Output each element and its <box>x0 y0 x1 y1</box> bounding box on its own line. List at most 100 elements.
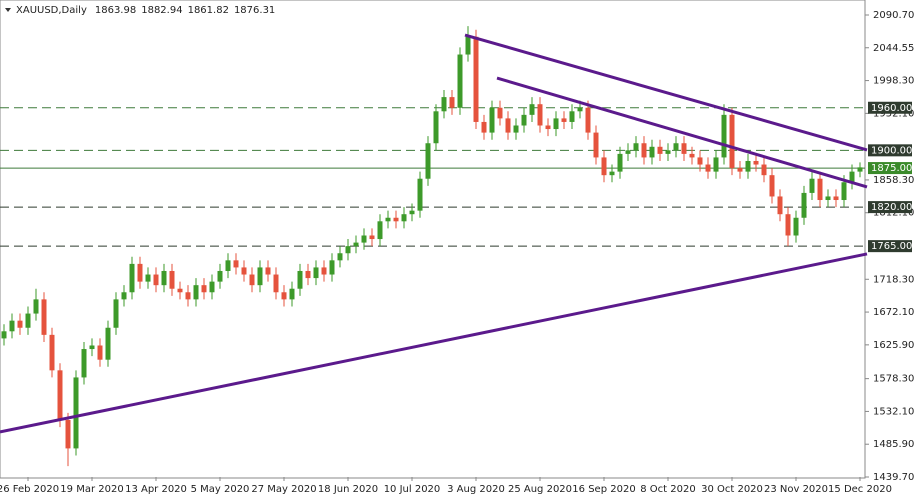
candle-body <box>369 235 375 240</box>
candle-body <box>385 217 391 222</box>
candle-body <box>25 313 31 328</box>
level-label: 1900.00 <box>871 145 912 156</box>
level-label: 1875.00 <box>871 163 912 174</box>
candle-body <box>137 263 143 282</box>
plot-frame <box>0 0 866 479</box>
candle-body <box>481 121 487 133</box>
level-box <box>868 240 912 253</box>
candle-body <box>105 327 111 360</box>
candle-body <box>617 153 623 172</box>
candle-body <box>665 150 671 154</box>
trendline <box>464 33 868 152</box>
candle-body <box>241 267 247 275</box>
y-tick-label: 2090.70 <box>873 10 914 21</box>
level-box <box>868 162 912 175</box>
candle-body <box>73 377 79 449</box>
candle-body <box>313 267 319 279</box>
x-tick-label: 25 Aug 2020 <box>508 484 572 495</box>
candle-body <box>17 320 23 328</box>
candle-body <box>721 114 727 158</box>
candle-body <box>225 260 231 271</box>
candle-body <box>689 153 695 158</box>
candle-body <box>561 118 567 122</box>
candle-body <box>89 345 95 350</box>
candle-body <box>809 178 815 193</box>
x-tick-label: 27 May 2020 <box>251 484 316 495</box>
candle-body <box>817 178 823 201</box>
candle-body <box>393 217 399 222</box>
candle-body <box>289 288 295 300</box>
candle-body <box>273 274 279 293</box>
candle-body <box>97 345 103 360</box>
y-tick-label: 1718.30 <box>873 274 914 285</box>
candle-body <box>425 143 431 179</box>
candle-body <box>545 125 551 130</box>
candle-body <box>737 168 743 172</box>
x-tick-label: 3 Aug 2020 <box>447 484 505 495</box>
y-tick-label: 1578.30 <box>873 374 914 385</box>
candle-body <box>505 118 511 133</box>
level-box <box>868 101 912 114</box>
candle-body <box>169 270 175 289</box>
candle-body <box>49 334 55 371</box>
candle-body <box>257 267 263 286</box>
x-tick-label: 5 May 2020 <box>191 484 250 495</box>
candle-body <box>609 171 615 176</box>
x-tick-label: 19 Mar 2020 <box>60 484 123 495</box>
candle-body <box>65 420 71 449</box>
y-tick-label: 1952.10 <box>873 108 914 119</box>
candle-body <box>209 281 215 293</box>
candle-body <box>745 160 751 172</box>
candle-body <box>521 114 527 126</box>
candle-body <box>697 157 703 165</box>
candle-body <box>673 143 679 151</box>
level-label: 1820.00 <box>871 202 912 213</box>
candle-body <box>793 217 799 236</box>
menu-arrow[interactable] <box>5 8 11 12</box>
level-label: 1765.00 <box>871 241 912 252</box>
ohlc-value: 1861.82 <box>188 5 229 16</box>
candle-body <box>625 150 631 154</box>
candle-body <box>265 267 271 275</box>
candle-body <box>281 292 287 300</box>
y-tick-label: 1625.90 <box>873 340 914 351</box>
candle-body <box>553 118 559 130</box>
candle-body <box>457 54 463 108</box>
candle-body <box>569 111 575 122</box>
trendline <box>496 76 868 189</box>
candle-body <box>33 299 39 314</box>
candle-body <box>825 196 831 201</box>
candle-body <box>217 270 223 282</box>
x-tick-label: 30 Oct 2020 <box>701 484 763 495</box>
y-tick-label: 1812.10 <box>873 208 914 219</box>
x-tick-label: 15 Dec 2020 <box>828 484 892 495</box>
level-label: 1960.00 <box>871 103 912 114</box>
candle-body <box>409 210 415 215</box>
candle-body <box>593 132 599 158</box>
y-tick-label: 2044.55 <box>873 43 914 54</box>
candle-body <box>321 267 327 275</box>
candle-body <box>777 196 783 215</box>
candle-body <box>649 146 655 158</box>
candle-body <box>585 107 591 133</box>
level-box <box>868 201 912 214</box>
candle-body <box>705 164 711 172</box>
candle-body <box>513 125 519 133</box>
candle-body <box>801 192 807 218</box>
candle-body <box>841 182 847 201</box>
candle-body <box>1 331 7 339</box>
candle-body <box>713 157 719 172</box>
ohlc-value: 1882.94 <box>141 5 182 16</box>
candle-body <box>729 114 735 169</box>
candle-body <box>81 349 87 378</box>
candle-body <box>657 146 663 154</box>
candle-body <box>537 104 543 126</box>
x-tick-label: 10 Jul 2020 <box>384 484 441 495</box>
candle-body <box>441 97 447 112</box>
x-tick-label: 8 Oct 2020 <box>640 484 695 495</box>
x-tick-label: 16 Sep 2020 <box>572 484 635 495</box>
candle-body <box>857 167 863 172</box>
candle-body <box>641 143 647 158</box>
candle-body <box>249 274 255 286</box>
candle-body <box>305 270 311 279</box>
